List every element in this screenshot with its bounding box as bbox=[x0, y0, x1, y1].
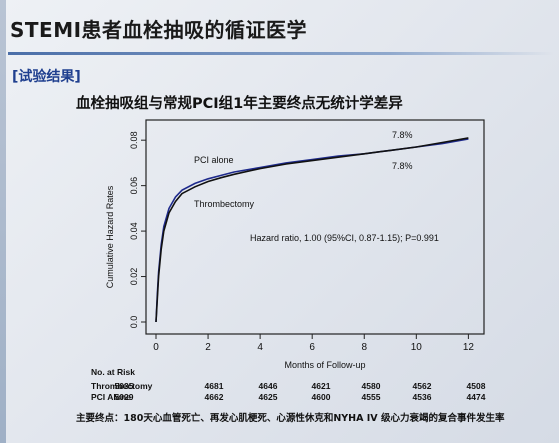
footnote: 主要终点：180天心血管死亡、再发心肌梗死、心源性休克和NYHA IV 级心力衰… bbox=[76, 413, 505, 424]
at-risk-value: 4474 bbox=[466, 392, 486, 402]
y-tick-label: 0.0 bbox=[129, 316, 139, 329]
series-line-1 bbox=[155, 138, 469, 323]
plot-frame bbox=[145, 119, 485, 335]
y-tick-label: 0.02 bbox=[129, 268, 139, 286]
chart-subtitle: 血栓抽吸组与常规PCI组1年主要终点无统计学差异 bbox=[76, 96, 403, 112]
hazard-ratio-annotation: Hazard ratio, 1.00 (95%CI, 0.87-1.15); P… bbox=[250, 233, 439, 243]
at-risk-value: 5035 bbox=[114, 381, 134, 391]
series-line-2 bbox=[155, 137, 469, 323]
at-risk-value: 4580 bbox=[361, 381, 381, 391]
at-risk-value: 5029 bbox=[114, 392, 134, 402]
at-risk-value: 4646 bbox=[258, 381, 278, 391]
at-risk-value: 4681 bbox=[204, 381, 224, 391]
at-risk-row-label: PCI Alone bbox=[91, 392, 131, 402]
y-tick-label: 0.08 bbox=[129, 131, 139, 149]
at-risk-value: 4536 bbox=[412, 392, 432, 402]
end-label-pci-alone: 7.8% bbox=[392, 130, 413, 140]
at-risk-value: 4555 bbox=[361, 392, 381, 402]
y-tick-label: 0.06 bbox=[129, 177, 139, 195]
at-risk-value: 4508 bbox=[466, 381, 486, 391]
x-tick-label: 4 bbox=[257, 342, 263, 353]
at-risk-row-label: Thrombectomy bbox=[91, 381, 153, 391]
title-divider bbox=[8, 52, 553, 55]
y-axis-label: Cumulative Hazard Rates bbox=[105, 185, 115, 288]
x-axis-label: Months of Follow-up bbox=[284, 360, 365, 370]
at-risk-title: No. at Risk bbox=[91, 367, 135, 377]
x-tick-label: 12 bbox=[463, 342, 475, 353]
at-risk-value: 4600 bbox=[311, 392, 331, 402]
at-risk-value: 4621 bbox=[311, 381, 331, 391]
x-tick-label: 0 bbox=[153, 342, 159, 353]
x-tick-label: 6 bbox=[309, 342, 315, 353]
y-tick-label: 0.04 bbox=[129, 222, 139, 240]
end-label-thrombectomy: 7.8% bbox=[392, 161, 413, 171]
slide-accent-bar bbox=[0, 0, 6, 443]
x-tick-label: 2 bbox=[205, 342, 211, 353]
x-tick-label: 8 bbox=[361, 342, 367, 353]
slide-title: STEMI患者血栓抽吸的循证医学 bbox=[10, 18, 308, 42]
at-risk-value: 4625 bbox=[258, 392, 278, 402]
section-label: [试验结果] bbox=[12, 69, 81, 85]
at-risk-value: 4662 bbox=[204, 392, 224, 402]
at-risk-value: 4562 bbox=[412, 381, 432, 391]
series-label-thrombectomy: Thrombectomy bbox=[194, 199, 255, 209]
x-tick-label: 10 bbox=[411, 342, 423, 353]
series-label-pci-alone: PCI alone bbox=[194, 155, 234, 165]
